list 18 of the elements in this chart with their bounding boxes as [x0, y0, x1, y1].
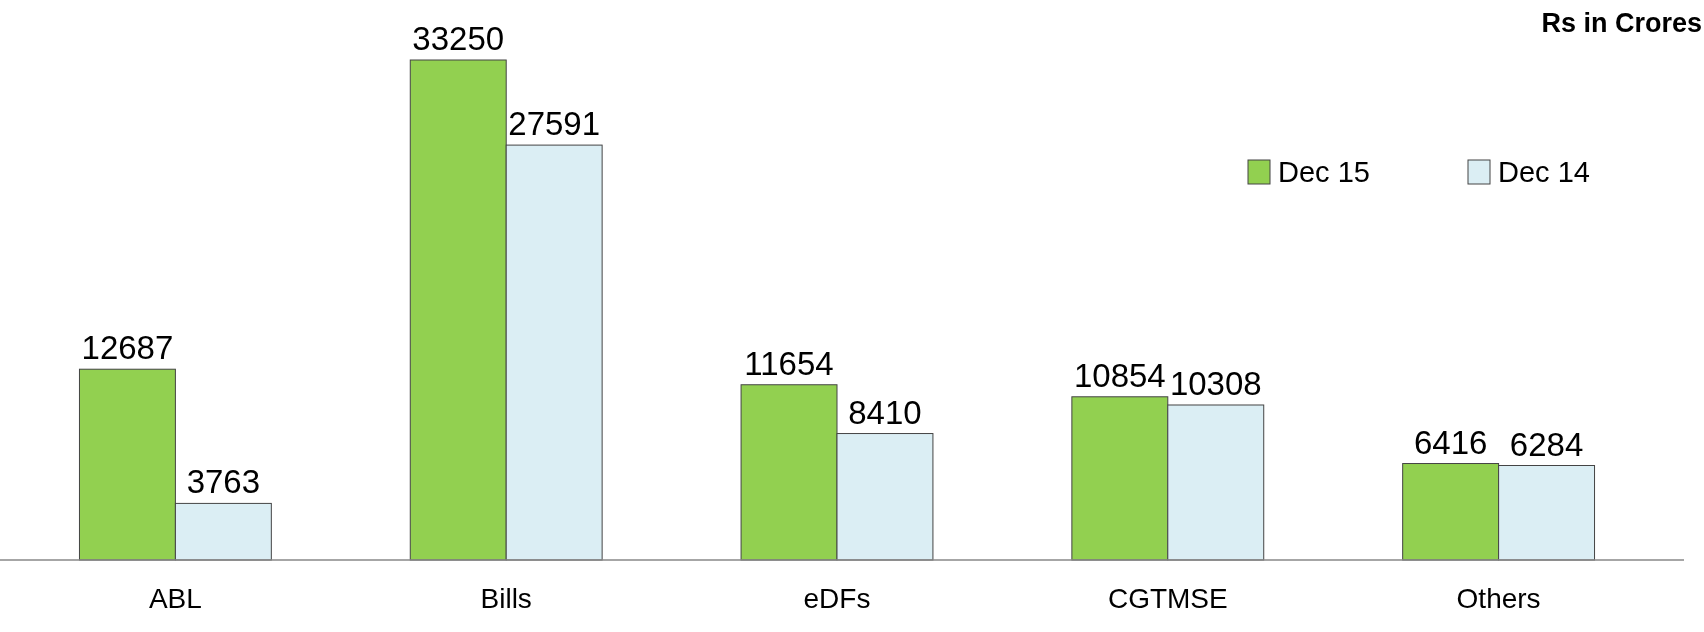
data-label: 12687: [81, 329, 174, 367]
x-tick-label: CGTMSE: [1107, 582, 1228, 614]
data-label: 6284: [1509, 425, 1584, 463]
data-label: 33250: [412, 20, 505, 57]
data-label: 8410: [848, 393, 922, 431]
legend-label: Dec 15: [1278, 156, 1370, 188]
data-label: 10854: [1073, 356, 1166, 394]
x-tick-label: ABL: [148, 582, 202, 614]
data-label: 11654: [744, 344, 834, 382]
x-tick-label: Others: [1456, 582, 1541, 614]
data-label: 27591: [508, 105, 601, 143]
data-label: 6416: [1413, 423, 1488, 461]
legend-label: Dec 14: [1498, 156, 1590, 188]
data-label: 10308: [1169, 364, 1262, 402]
y-axis-title: Rs in Crores: [1541, 8, 1702, 38]
data-label: 3763: [186, 463, 261, 501]
x-tick-label: eDFs: [803, 582, 871, 614]
x-tick-label: Bills: [480, 582, 532, 614]
